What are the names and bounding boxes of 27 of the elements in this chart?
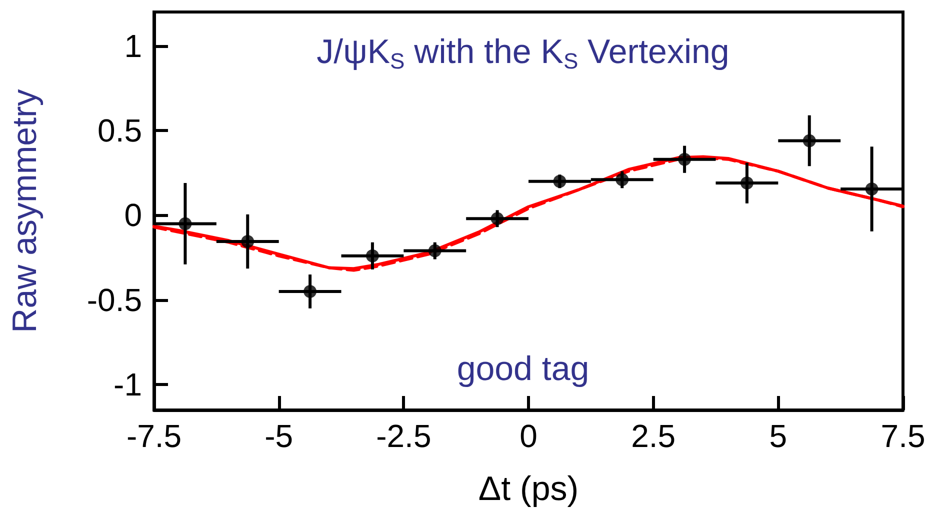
y-tick-label: 0.5 — [98, 112, 142, 149]
point — [178, 217, 192, 230]
point — [740, 176, 754, 190]
point — [304, 284, 317, 298]
x-tick-label: -7.5 — [126, 418, 182, 454]
x-tick-label: 5 — [769, 418, 788, 454]
point — [428, 244, 442, 258]
point — [678, 152, 692, 166]
point — [865, 182, 878, 196]
point — [490, 212, 504, 226]
x-tick-label: 7.5 — [880, 418, 926, 454]
point — [802, 134, 816, 148]
point — [366, 249, 379, 262]
point — [553, 174, 566, 188]
x-tick-label: -5 — [264, 418, 294, 454]
y-tick-label: 0 — [124, 197, 142, 234]
y-tick-label: -0.5 — [86, 282, 142, 318]
x-tick-label: 0 — [520, 418, 538, 454]
point — [616, 173, 629, 186]
y-tick-label: -1 — [114, 366, 142, 403]
y-axis-title: Raw asymmetry — [6, 89, 44, 333]
x-axis-title: Δt (ps) — [478, 470, 579, 508]
y-tick-label: 1 — [124, 28, 142, 64]
point — [241, 234, 254, 248]
x-tick-label: 2.5 — [631, 418, 676, 454]
x-tick-label: -2.5 — [376, 418, 432, 454]
annotation: good tag — [456, 350, 590, 388]
